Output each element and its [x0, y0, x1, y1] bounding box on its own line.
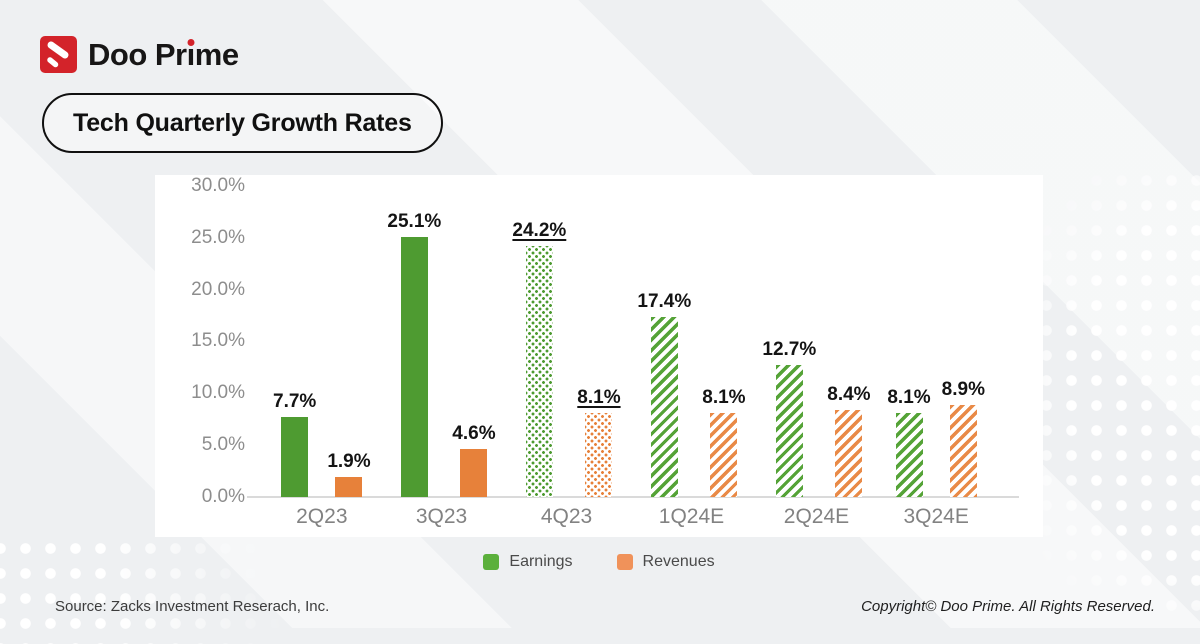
bar-group-4Q23: 24.2% 8.1% 4Q23: [512, 220, 621, 528]
x-axis-label-2Q23: 2Q23: [296, 505, 348, 528]
y-axis-tick: 30.0%: [191, 175, 245, 196]
brand-text-i: ı: [186, 36, 196, 72]
bar-value-label-earnings-2Q23: 7.7%: [273, 391, 317, 413]
y-axis-tick: 15.0%: [191, 330, 245, 352]
bar-group-3Q24E: 8.1% 8.9% 3Q24E: [887, 378, 985, 528]
bar-value-label-earnings-1Q24E: 17.4%: [637, 290, 692, 312]
bar-group-2Q24E: 12.7% 8.4% 2Q24E: [762, 339, 871, 528]
doo-prime-logo-icon: [40, 36, 77, 73]
bar-earnings-2Q23: [281, 417, 309, 497]
chart-title: Tech Quarterly Growth Rates: [73, 108, 412, 137]
copyright-text: Copyright© Doo Prime. All Rights Reserve…: [861, 598, 1155, 615]
bar-revenues-4Q23: [585, 413, 613, 497]
brand-text: Doo Pr ı me: [88, 37, 239, 73]
bar-revenues-2Q24E: [835, 409, 863, 497]
brand-text-post: me: [194, 36, 239, 72]
bar-value-label-revenues-1Q24E: 8.1%: [702, 387, 746, 408]
bar-group-1Q24E: 17.4% 8.1% 1Q24E: [637, 290, 746, 528]
legend: Earnings Revenues: [155, 553, 1043, 571]
legend-swatch-revenues: [616, 554, 633, 570]
bar-group-3Q23: 25.1% 4.6% 3Q23: [387, 210, 496, 528]
y-axis: 30.0% 25.0% 20.0% 15.0% 10.0% 5.0% 0.0%: [165, 176, 245, 516]
chart-title-pill: Tech Quarterly Growth Rates: [42, 93, 443, 153]
y-axis-tick: 10.0%: [191, 382, 245, 404]
x-axis-label-3Q23: 3Q23: [415, 505, 468, 528]
bar-value-label-revenues-4Q23: 8.1%: [577, 387, 621, 408]
bar-value-label-earnings-3Q23: 25.1%: [387, 210, 442, 232]
doo-prime-logo: Doo Pr ı me: [40, 36, 239, 73]
bar-value-label-revenues-2Q23: 1.9%: [327, 451, 371, 473]
bar-value-label-earnings-3Q24E: 8.1%: [887, 387, 931, 408]
x-axis-label-4Q23: 4Q23: [540, 505, 593, 528]
bar-revenues-1Q24E: [710, 413, 738, 497]
legend-label-revenues: Revenues: [642, 553, 715, 570]
bar-value-label-earnings-2Q24E: 12.7%: [762, 339, 817, 361]
bar-revenues-2Q23: [335, 477, 363, 497]
bar-value-label-revenues-3Q23: 4.6%: [452, 423, 496, 445]
y-axis-tick: 0.0%: [201, 485, 245, 507]
bar-value-label-earnings-4Q23: 24.2%: [512, 220, 567, 242]
bar-earnings-2Q24E: [775, 365, 803, 497]
y-axis-tick: 5.0%: [201, 434, 245, 456]
bar-earnings-3Q23: [400, 236, 428, 497]
bar-value-label-revenues-2Q24E: 8.4%: [827, 383, 871, 405]
bar-revenues-3Q23: [460, 449, 488, 497]
bar-value-label-revenues-3Q24E: 8.9%: [941, 378, 985, 400]
y-axis-tick: 20.0%: [191, 278, 245, 300]
plot-area: 7.7% 1.9% 2Q23 25.1% 4.6% 3Q23 24.2% 8.1% 4Q23 17…: [247, 186, 1019, 528]
x-axis-label-3Q24E: 3Q24E: [903, 505, 969, 528]
halftone-dots-right: [1034, 168, 1200, 618]
y-axis-tick: 25.0%: [191, 226, 245, 248]
x-axis-label-1Q24E: 1Q24E: [658, 505, 725, 528]
bar-earnings-1Q24E: [650, 316, 678, 497]
legend-item-revenues: Revenues: [616, 553, 715, 571]
legend-swatch-earnings: [483, 554, 500, 570]
halftone-dots-bottom-left: [0, 536, 328, 644]
legend-item-earnings: Earnings: [483, 553, 573, 571]
x-axis-label-2Q24E: 2Q24E: [783, 505, 850, 528]
bar-earnings-3Q24E: [895, 413, 923, 497]
bar-earnings-4Q23: [525, 246, 553, 497]
brand-text-pre: Doo Pr: [88, 36, 187, 72]
bar-revenues-3Q24E: [949, 404, 977, 497]
source-text: Source: Zacks Investment Reserach, Inc.: [55, 598, 330, 615]
chart-panel: 30.0% 25.0% 20.0% 15.0% 10.0% 5.0% 0.0% 7.7% 1.…: [155, 175, 1043, 537]
x-axis-baseline: [247, 496, 1019, 498]
bar-group-2Q23: 7.7% 1.9% 2Q23: [273, 391, 371, 528]
legend-label-earnings: Earnings: [509, 553, 573, 570]
